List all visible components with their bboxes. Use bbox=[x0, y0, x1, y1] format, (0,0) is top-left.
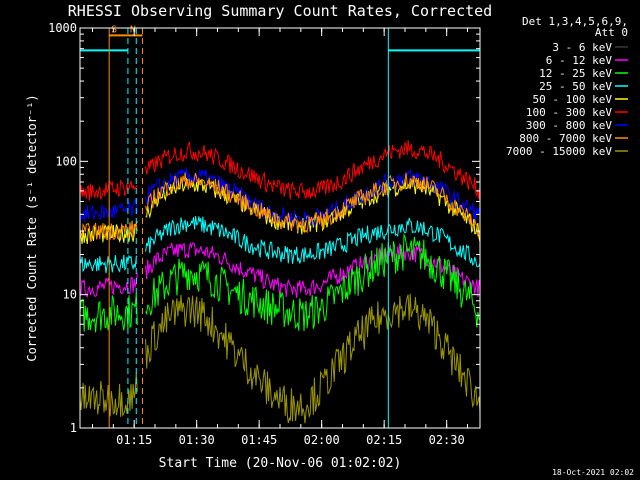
x-tick-label: 01:30 bbox=[179, 433, 215, 447]
series-8 bbox=[79, 293, 481, 424]
series-2 bbox=[79, 233, 481, 333]
y-axis-label: Corrected Count Rate (s⁻¹ detector⁻¹) bbox=[25, 94, 39, 361]
series-line bbox=[145, 172, 481, 237]
x-tick-label: 02:15 bbox=[366, 433, 402, 447]
series-line bbox=[145, 139, 481, 200]
y-tick-label: 1 bbox=[70, 421, 77, 435]
legend-label: 300 - 800 keV bbox=[526, 119, 612, 132]
x-tick-label: 01:15 bbox=[116, 433, 152, 447]
legend-label: 7000 - 15000 keV bbox=[506, 145, 612, 158]
footer-date: 18-Oct-2021 02:02 bbox=[552, 468, 634, 477]
legend-label: 25 - 50 keV bbox=[539, 80, 612, 93]
series-line bbox=[79, 220, 138, 242]
y-tick-label: 1000 bbox=[48, 21, 77, 35]
series-line bbox=[79, 272, 138, 298]
x-tick-label: 01:45 bbox=[241, 433, 277, 447]
y-axis: 1 10 100 1000 bbox=[48, 21, 480, 435]
chart-title: RHESSI Observing Summary Count Rates, Co… bbox=[68, 2, 492, 20]
annotation-label: S bbox=[111, 24, 117, 35]
series-line bbox=[145, 233, 481, 332]
legend-label: 6 - 12 keV bbox=[546, 54, 613, 67]
x-tick-label: 02:00 bbox=[304, 433, 340, 447]
annotation-label: N bbox=[130, 24, 136, 35]
x-tick-label: 02:30 bbox=[429, 433, 465, 447]
series-line bbox=[79, 254, 138, 274]
series-5 bbox=[79, 139, 481, 201]
x-axis: 01:15 01:30 01:45 02:00 02:15 02:30 bbox=[92, 28, 468, 447]
legend-label: 3 - 6 keV bbox=[552, 41, 612, 54]
legend-header: Att 0 bbox=[595, 26, 628, 39]
series-line bbox=[79, 292, 138, 333]
y-tick-label: 100 bbox=[55, 154, 77, 168]
series-line bbox=[145, 293, 481, 424]
legend-header: Det 1,3,4,5,6,9, bbox=[522, 15, 628, 28]
series-0 bbox=[79, 253, 481, 367]
series-line bbox=[145, 215, 481, 268]
series-line bbox=[79, 372, 138, 417]
legend-label: 50 - 100 keV bbox=[533, 93, 613, 106]
plot-area bbox=[79, 139, 481, 424]
series-line bbox=[79, 178, 138, 201]
series-line bbox=[79, 197, 138, 222]
legend-label: 800 - 7000 keV bbox=[519, 132, 612, 145]
legend-label: 100 - 300 keV bbox=[526, 106, 612, 119]
legend-label: 12 - 25 keV bbox=[539, 67, 612, 80]
y-tick-label: 10 bbox=[63, 288, 77, 302]
x-axis-label: Start Time (20-Nov-06 01:02:02) bbox=[159, 456, 402, 471]
series-6 bbox=[79, 167, 481, 229]
series-7 bbox=[79, 172, 481, 242]
